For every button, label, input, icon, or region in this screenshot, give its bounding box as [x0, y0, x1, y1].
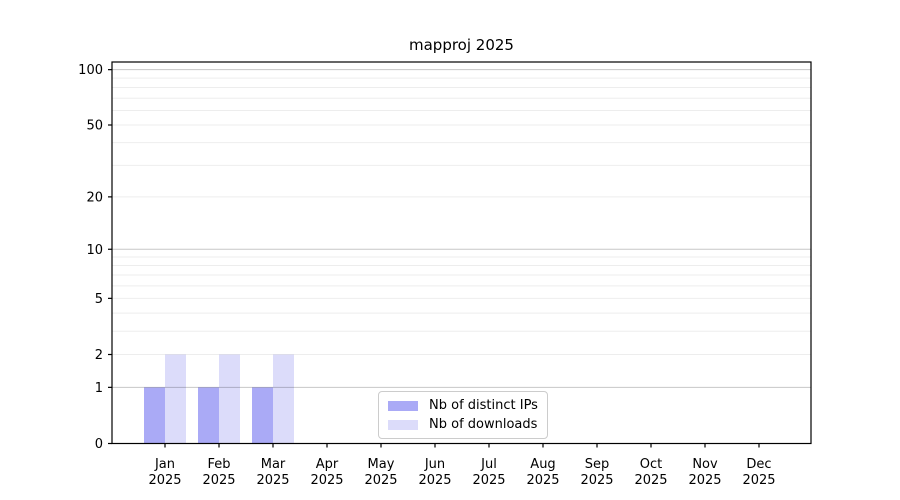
x-tick-label-year: 2025 — [634, 473, 667, 488]
x-tick-label-year: 2025 — [418, 473, 451, 488]
x-tick-label-month: Apr — [316, 457, 339, 472]
x-tick-label-month: Dec — [746, 457, 771, 472]
y-tick-label: 100 — [78, 63, 103, 78]
y-tick-label: 0 — [95, 437, 103, 452]
bar-distinct-ips-jan — [144, 387, 165, 444]
x-tick-label-month: Jan — [154, 457, 175, 472]
y-tick-label: 50 — [86, 118, 103, 133]
bar-downloads-mar — [273, 354, 294, 444]
x-tick-label-year: 2025 — [472, 473, 505, 488]
y-tick-label: 10 — [86, 243, 103, 258]
x-tick-label-year: 2025 — [742, 473, 775, 488]
x-tick-label-month: Nov — [692, 457, 718, 472]
x-tick-label-year: 2025 — [310, 473, 343, 488]
x-tick-label-month: Feb — [207, 457, 230, 472]
x-tick-label-year: 2025 — [202, 473, 235, 488]
legend-item-distinct-ips: Nb of distinct IPs — [388, 398, 538, 413]
bar-downloads-feb — [219, 354, 240, 444]
legend-swatch-downloads-icon — [388, 419, 418, 430]
x-tick-label-year: 2025 — [364, 473, 397, 488]
x-tick-label-month: Sep — [585, 457, 610, 472]
x-tick-label-year: 2025 — [526, 473, 559, 488]
x-tick-label-year: 2025 — [580, 473, 613, 488]
bar-distinct-ips-feb — [198, 387, 219, 444]
x-tick-label-month: Aug — [530, 457, 555, 472]
chart-title: mapproj 2025 — [409, 36, 514, 54]
y-tick-label: 2 — [95, 348, 103, 363]
x-tick-label-year: 2025 — [256, 473, 289, 488]
y-tick-label: 5 — [95, 292, 103, 307]
bar-distinct-ips-mar — [252, 387, 273, 444]
bar-downloads-jan — [165, 354, 186, 444]
x-tick-label-month: Mar — [261, 457, 286, 472]
x-tick-label-month: May — [368, 457, 395, 472]
legend-label-downloads: Nb of downloads — [429, 417, 538, 432]
x-tick-label-month: Jun — [424, 457, 445, 472]
x-tick-label-month: Jul — [480, 457, 497, 472]
legend-label-distinct-ips: Nb of distinct IPs — [429, 398, 538, 413]
axes-frame — [111, 61, 812, 445]
legend-swatch-distinct-ips-icon — [388, 400, 418, 411]
x-tick-label-year: 2025 — [148, 473, 181, 488]
y-tick-label: 1 — [95, 381, 103, 396]
x-tick-label-month: Oct — [640, 457, 662, 472]
x-tick-label-year: 2025 — [688, 473, 721, 488]
legend-box: Nb of distinct IPs Nb of downloads — [378, 391, 548, 439]
y-tick-label: 20 — [86, 190, 103, 205]
legend-item-downloads: Nb of downloads — [388, 417, 538, 432]
